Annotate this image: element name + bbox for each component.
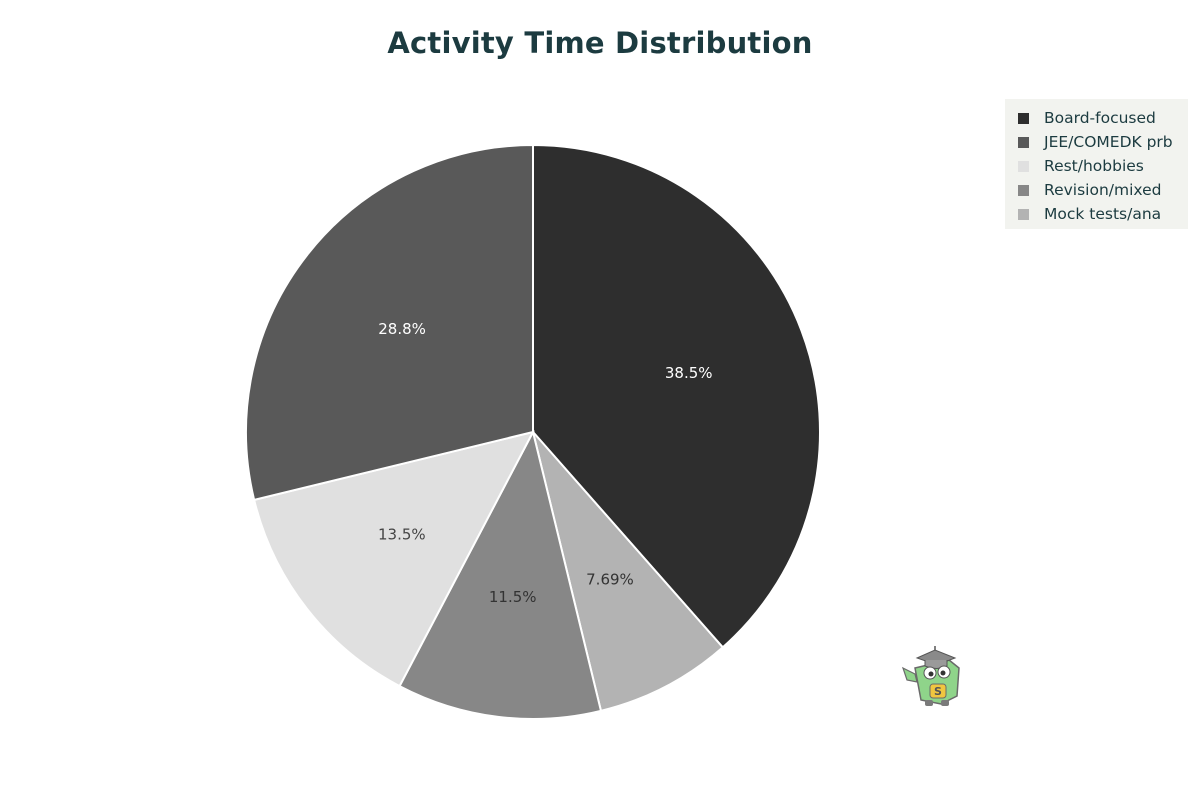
legend: Board-focused JEE/COMEDK prb Rest/hobbies R… — [1005, 99, 1188, 229]
legend-swatch — [1018, 112, 1029, 124]
pie-slice-board-focused — [532, 143, 821, 649]
legend-swatch — [1018, 136, 1029, 148]
legend-swatch — [1018, 160, 1029, 172]
legend-swatch — [1018, 184, 1029, 196]
slice-label-mock-tests-ana: 7.69% — [586, 571, 634, 589]
legend-item-jee-comedk-prb[interactable]: JEE/COMEDK prb — [1005, 130, 1188, 154]
legend-label: Revision/mixed — [1044, 181, 1162, 199]
legend-item-mock-tests-ana[interactable]: Mock tests/ana — [1005, 202, 1188, 226]
legend-item-revision-mixed[interactable]: Revision/mixed — [1005, 178, 1188, 202]
legend-swatch — [1018, 208, 1029, 220]
legend-label: Board-focused — [1044, 109, 1156, 127]
chart-title: Activity Time Distribution — [387, 26, 813, 60]
slice-label-jee-comedk-prb: 28.8% — [378, 320, 426, 338]
legend-label: Mock tests/ana — [1044, 205, 1162, 223]
slice-label-rest-hobbies: 13.5% — [378, 525, 426, 543]
pie-slice-jee-comedk-prb — [245, 143, 534, 502]
slice-label-revision-mixed: 11.5% — [489, 588, 537, 606]
pie-slice-mock-tests-ana — [532, 431, 725, 713]
legend-label: JEE/COMEDK prb — [1044, 133, 1173, 151]
slice-label-board-focused: 38.5% — [665, 364, 713, 382]
svg-text:S: S — [934, 685, 942, 698]
pie-slice-rest-hobbies — [252, 430, 535, 688]
graduation-cap-mascot-icon: S — [901, 646, 960, 706]
legend-label: Rest/hobbies — [1044, 157, 1144, 175]
legend-item-rest-hobbies[interactable]: Rest/hobbies — [1005, 154, 1188, 178]
pie-slice-revision-mixed — [398, 429, 603, 720]
legend-item-board-focused[interactable]: Board-focused — [1005, 106, 1188, 130]
